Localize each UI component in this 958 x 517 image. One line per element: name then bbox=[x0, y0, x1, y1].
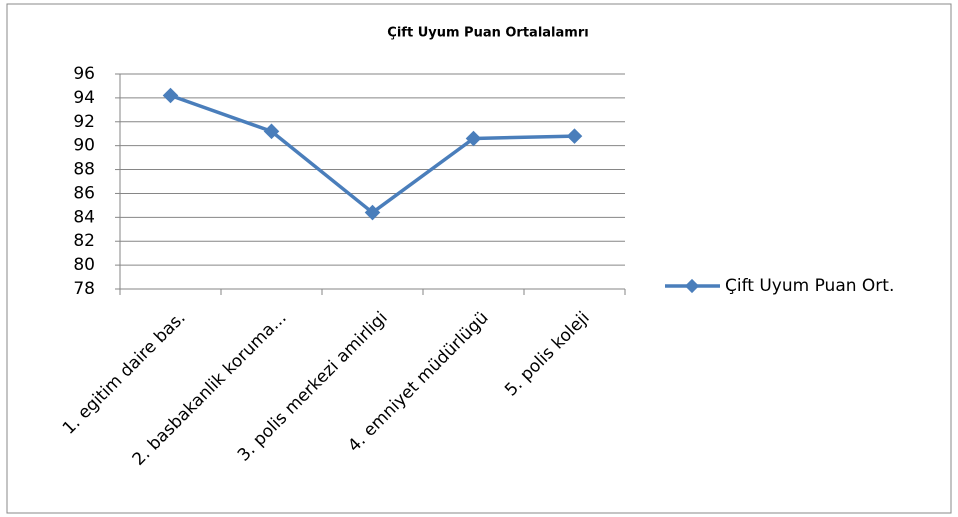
y-tick-label: 78 bbox=[73, 279, 95, 299]
legend-marker bbox=[684, 278, 700, 294]
y-tick-label: 84 bbox=[73, 207, 95, 227]
marker bbox=[364, 204, 381, 221]
chart-frame bbox=[6, 3, 952, 514]
y-tick-label: 94 bbox=[73, 88, 95, 108]
marker bbox=[162, 87, 179, 104]
chart-title: Çift Uyum Puan Ortalalamrı bbox=[387, 26, 588, 41]
y-tick-label: 96 bbox=[73, 64, 95, 84]
y-tick-label: 90 bbox=[73, 136, 95, 156]
marker bbox=[465, 130, 482, 147]
legend-label: Çift Uyum Puan Ort. bbox=[725, 276, 894, 296]
y-tick-label: 86 bbox=[73, 183, 95, 203]
marker bbox=[263, 123, 280, 140]
y-tick-label: 92 bbox=[73, 112, 95, 132]
y-tick-label: 88 bbox=[73, 160, 95, 180]
y-tick-label: 82 bbox=[73, 231, 95, 251]
y-tick-label: 80 bbox=[73, 255, 95, 275]
marker bbox=[566, 128, 583, 144]
